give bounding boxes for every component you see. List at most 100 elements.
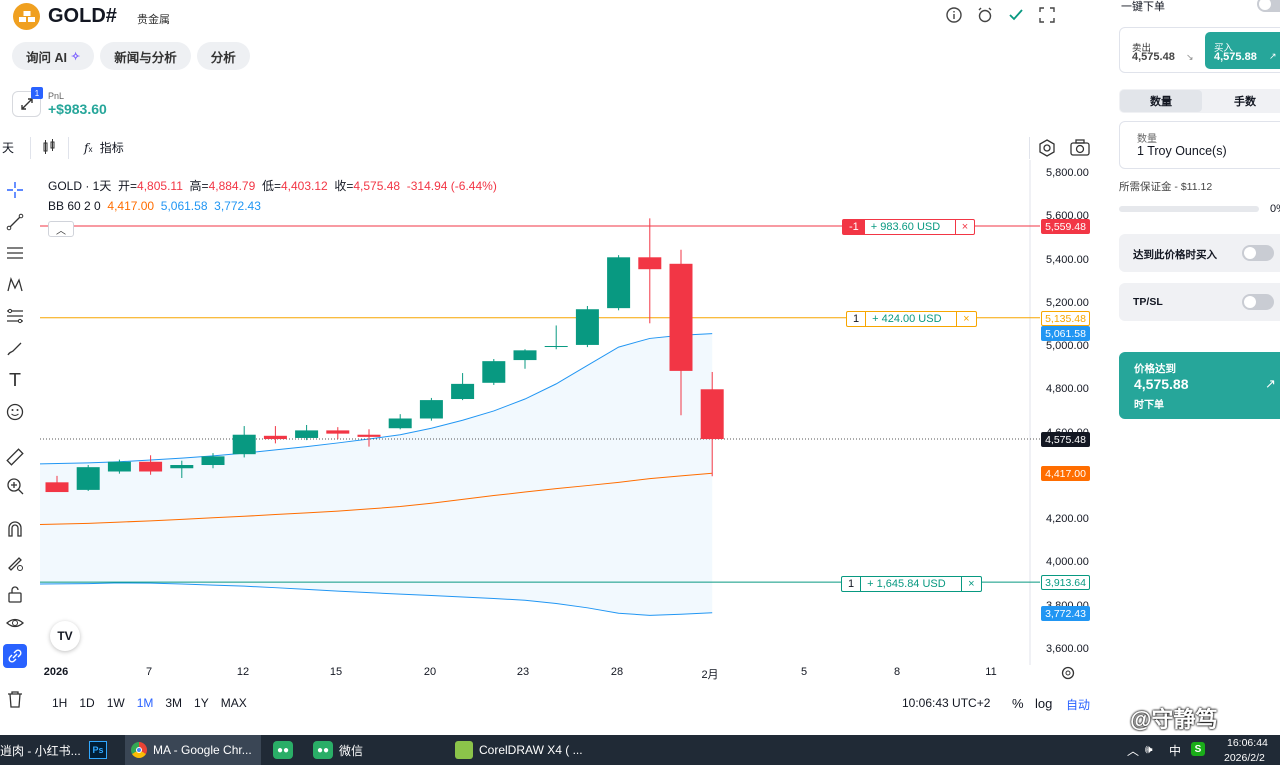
x-axis-tick: 15 (329, 666, 343, 678)
percent-toggle[interactable]: % (1012, 696, 1024, 711)
sell-price: 4,575.48 (1132, 51, 1175, 63)
positions-button[interactable] (12, 91, 41, 117)
tab-ask-ai[interactable]: 询问 AI ✧ (12, 42, 95, 70)
zoom-in-icon[interactable] (3, 474, 27, 498)
order-arrow-icon: ↗ (1265, 376, 1276, 391)
seg-quantity[interactable]: 数量 (1120, 90, 1202, 112)
chart-clock[interactable]: 10:06:43 UTC+2 (902, 696, 991, 710)
seg-lots[interactable]: 手数 (1234, 96, 1256, 108)
symbol-title: GOLD# (48, 5, 117, 27)
interval-selector[interactable]: 天 (2, 141, 15, 155)
ime-indicator[interactable]: 中 (1169, 744, 1182, 758)
x-axis-tick: 7 (145, 666, 153, 678)
task-coreldraw[interactable]: CorelDRAW X4 ( ... (455, 735, 585, 765)
auto-scale-toggle[interactable]: 自动 (1066, 698, 1091, 712)
quantity-field[interactable]: 数量 1 Troy Ounce(s) (1119, 121, 1280, 169)
buy-at-price-toggle[interactable] (1242, 245, 1274, 261)
windows-taskbar: 逍肉 - 小红书... Ps MA - Google Chr... ●● ●● … (0, 735, 1280, 765)
check-icon[interactable] (1007, 6, 1025, 24)
tray-chevron-icon[interactable]: ︿ (1127, 744, 1140, 758)
horizontal-lines-icon[interactable] (3, 241, 27, 265)
position-tag-long-1[interactable]: 1 + 424.00 USD × (846, 311, 977, 327)
trash-icon[interactable] (3, 687, 27, 711)
task-xiaohongshu[interactable]: 逍肉 - 小红书... (0, 743, 81, 758)
candle-body (76, 467, 100, 490)
range-1w[interactable]: 1W (106, 696, 125, 710)
position-tag-long-2[interactable]: 1 + 1,645.84 USD × (841, 576, 982, 592)
taskbar-time[interactable]: 16:06:44 (1227, 737, 1268, 749)
position-tag-short[interactable]: -1 + 983.60 USD × (842, 219, 976, 235)
lock-drawing-icon[interactable] (3, 550, 27, 574)
unlock-icon[interactable] (3, 582, 27, 606)
price-chart[interactable] (0, 160, 1100, 665)
y-axis-tick: 5,800.00 (1046, 167, 1089, 179)
settings-hexagon-icon[interactable] (1038, 139, 1056, 160)
emoji-icon[interactable] (3, 400, 27, 424)
collapse-legend-button[interactable]: ︿ (48, 221, 74, 237)
volume-icon[interactable]: 🕪 (1145, 742, 1153, 756)
task-chrome[interactable]: MA - Google Chr... (125, 735, 261, 765)
range-3m[interactable]: 3M (165, 696, 183, 710)
alarm-icon[interactable] (976, 6, 994, 24)
one-click-trading-label: 一键下单 (1121, 1, 1165, 13)
taskbar-date[interactable]: 2026/2/2 (1224, 752, 1265, 764)
axis-settings-icon[interactable] (1061, 666, 1075, 685)
price-label-current: 4,575.48 (1041, 432, 1090, 447)
eye-icon[interactable] (3, 611, 27, 635)
range-max[interactable]: MAX (220, 696, 247, 710)
chrome-icon (131, 742, 147, 758)
close-position-icon[interactable]: × (961, 577, 980, 591)
tab-news-analysis[interactable]: 新闻与分析 (100, 42, 191, 70)
trendline-icon[interactable] (3, 210, 27, 234)
magnet-icon[interactable] (3, 517, 27, 541)
quantity-value: 1 Troy Ounce(s) (1137, 144, 1227, 158)
price-label-long-position: 5,135.48 (1041, 311, 1090, 326)
target-price: 4,575.88 (1134, 376, 1189, 392)
one-click-toggle[interactable] (1257, 0, 1280, 12)
close-position-icon[interactable]: × (954, 220, 974, 234)
pattern-icon[interactable] (3, 273, 27, 297)
tradingview-logo-icon[interactable]: TV (50, 621, 80, 651)
range-1d[interactable]: 1D (79, 696, 95, 710)
fullscreen-icon[interactable] (1038, 6, 1056, 24)
range-1m[interactable]: 1M (136, 696, 154, 710)
crosshair-icon[interactable] (3, 178, 27, 202)
brush-icon[interactable] (3, 337, 27, 361)
y-axis-tick: 5,000.00 (1046, 340, 1089, 353)
buy-button[interactable]: 买入 4,575.88 ↗ (1205, 32, 1280, 69)
task-photoshop[interactable]: Ps (89, 735, 111, 765)
fib-icon[interactable] (3, 305, 27, 329)
place-order-button[interactable]: 价格达到 4,575.88 时下单 ↗ (1119, 352, 1280, 419)
coreldraw-icon (455, 741, 473, 759)
bb-lower-line (39, 582, 713, 616)
close-position-icon[interactable]: × (956, 312, 975, 326)
info-icon[interactable] (945, 6, 963, 24)
candle-body (295, 430, 319, 438)
candle-body (388, 418, 412, 429)
text-icon[interactable]: T (9, 369, 21, 391)
price-label-short-position: 5,559.48 (1041, 219, 1090, 234)
range-1y[interactable]: 1Y (194, 696, 209, 710)
range-selector: 1H 1D 1W 1M 3M 1Y MAX (52, 696, 247, 710)
tab-analysis[interactable]: 分析 (196, 42, 250, 70)
range-1h[interactable]: 1H (52, 696, 68, 710)
log-toggle[interactable]: log (1035, 696, 1053, 711)
tpsl-toggle[interactable] (1242, 294, 1274, 310)
ruler-icon[interactable] (3, 445, 27, 469)
wechat-icon: ●● (313, 741, 333, 759)
bb-legend: BB 60 2 0 4,417.00 5,061.58 3,772.43 (48, 199, 261, 213)
candle-body (326, 430, 350, 434)
task-wechat-2[interactable]: ●● 微信 (313, 735, 373, 765)
expand-arrows-icon (20, 98, 33, 110)
sell-button[interactable] (1119, 27, 1280, 73)
y-axis-tick: 4,200.00 (1046, 513, 1089, 526)
tray-app-icon[interactable]: S (1191, 742, 1205, 756)
camera-icon[interactable] (1070, 139, 1090, 160)
candle-type-icon[interactable] (42, 139, 56, 158)
indicators-button[interactable]: fx 指标 (84, 141, 124, 155)
link-icon[interactable] (3, 644, 27, 668)
task-wechat-1[interactable]: ●● (273, 735, 297, 765)
quantity-slider[interactable] (1119, 206, 1259, 212)
price-label-bb-lower: 3,772.43 (1041, 606, 1090, 621)
candle-body (544, 346, 568, 348)
